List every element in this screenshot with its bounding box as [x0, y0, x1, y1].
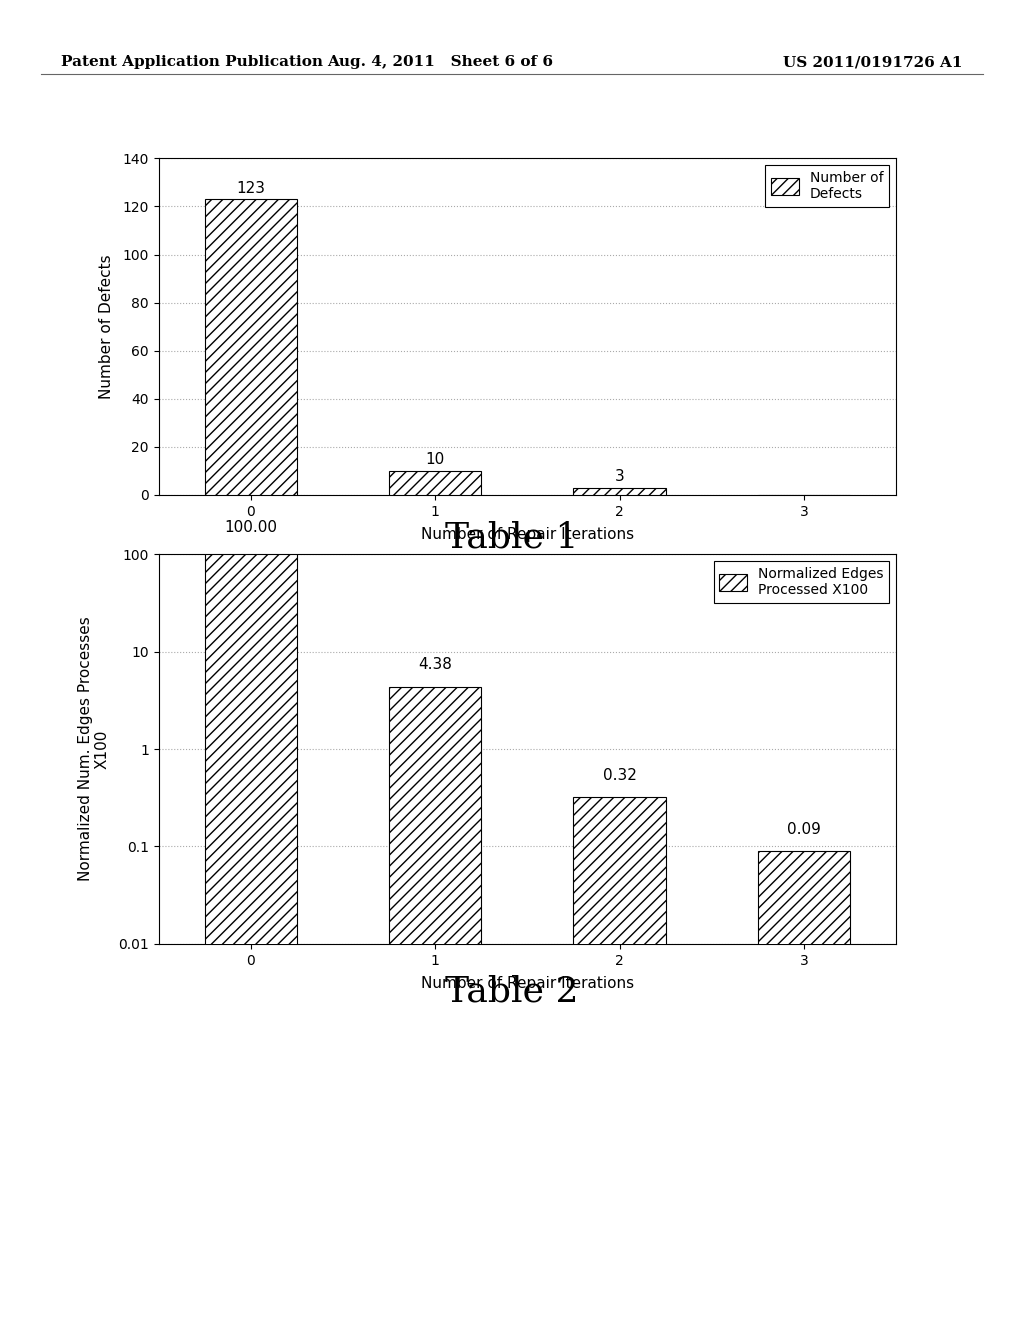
Bar: [205, 554, 297, 1320]
X-axis label: Number of Repair Iterations: Number of Repair Iterations: [421, 975, 634, 991]
Y-axis label: Normalized Num. Edges Processes
X100: Normalized Num. Edges Processes X100: [78, 616, 110, 882]
Text: US 2011/0191726 A1: US 2011/0191726 A1: [783, 55, 963, 70]
Text: Aug. 4, 2011   Sheet 6 of 6: Aug. 4, 2011 Sheet 6 of 6: [328, 55, 553, 70]
Legend: Number of
Defects: Number of Defects: [765, 165, 889, 207]
Bar: [573, 488, 666, 495]
Text: 0.32: 0.32: [602, 768, 637, 783]
Text: Patent Application Publication: Patent Application Publication: [61, 55, 324, 70]
Legend: Normalized Edges
Processed X100: Normalized Edges Processed X100: [714, 561, 889, 603]
X-axis label: Number of Repair Iterations: Number of Repair Iterations: [421, 527, 634, 543]
Text: Table 2: Table 2: [445, 974, 579, 1008]
Text: 0.09: 0.09: [786, 821, 821, 837]
Bar: [205, 199, 297, 495]
Text: 100.00: 100.00: [224, 520, 278, 535]
Bar: [389, 686, 481, 1320]
Bar: [758, 851, 850, 1320]
Text: 3: 3: [614, 469, 625, 484]
Text: 10: 10: [426, 453, 444, 467]
Text: Table 1: Table 1: [445, 520, 579, 554]
Text: 4.38: 4.38: [418, 657, 453, 672]
Bar: [573, 797, 666, 1320]
Text: 123: 123: [237, 181, 265, 195]
Bar: [389, 471, 481, 495]
Y-axis label: Number of Defects: Number of Defects: [99, 255, 115, 399]
